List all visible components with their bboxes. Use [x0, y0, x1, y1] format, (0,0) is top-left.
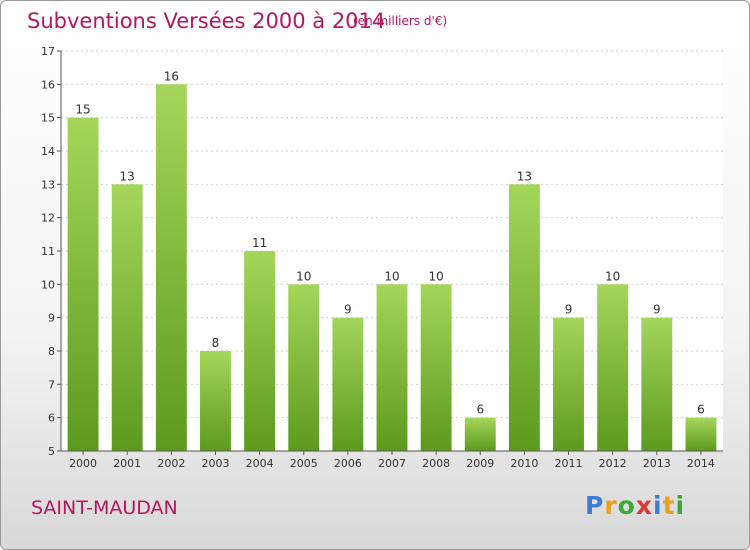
y-tick-label: 7 — [48, 378, 55, 391]
y-tick-label: 17 — [41, 45, 55, 58]
logo-letter: i — [653, 491, 663, 520]
x-tick-label: 2004 — [246, 457, 274, 470]
data-label: 11 — [252, 236, 267, 250]
data-label: 9 — [653, 303, 661, 317]
bar-2008 — [420, 284, 452, 451]
x-tick-label: 2013 — [643, 457, 671, 470]
x-tick-label: 2007 — [378, 457, 406, 470]
y-tick-label: 11 — [41, 245, 55, 258]
y-tick-label: 6 — [48, 412, 55, 425]
x-tick-label: 2000 — [69, 457, 97, 470]
logo-letter: x — [635, 491, 653, 520]
data-label: 6 — [697, 403, 705, 417]
bar-2001 — [111, 184, 143, 452]
data-label: 9 — [344, 303, 352, 317]
data-label: 9 — [565, 303, 573, 317]
data-label: 13 — [120, 169, 135, 183]
logo-letter: P — [585, 491, 605, 520]
x-tick-label: 2001 — [113, 457, 141, 470]
bar-2012 — [597, 284, 629, 451]
x-tick-label: 2011 — [555, 457, 583, 470]
bar-2007 — [376, 284, 408, 451]
axes — [57, 50, 723, 455]
x-tick-label: 2014 — [687, 457, 715, 470]
x-tick-label: 2010 — [510, 457, 538, 470]
chart-unit: (en milliers d'€) — [353, 14, 448, 28]
commune-name: SAINT-MAUDAN — [31, 497, 178, 519]
bar-2002 — [155, 84, 187, 451]
bar-2010 — [508, 184, 540, 452]
logo-letter: r — [604, 491, 618, 520]
bar-2014 — [685, 417, 717, 451]
x-tick-label: 2002 — [157, 457, 185, 470]
chart-title: Subventions Versées 2000 à 2014 — [27, 9, 386, 33]
y-tick-label: 8 — [48, 345, 55, 358]
y-tick-label: 13 — [41, 178, 55, 191]
labels: 5 6 7 8 9 10 11 12 13 14 15 16 17 15 2000 13 2001 16 2002 8… — [41, 45, 715, 470]
bar-2009 — [464, 417, 496, 451]
bar-2003 — [200, 351, 231, 451]
data-label: 10 — [296, 269, 311, 283]
data-label: 10 — [428, 269, 443, 283]
bar-2013 — [641, 317, 673, 451]
bar-2011 — [553, 317, 584, 451]
x-tick-label: 2009 — [466, 457, 494, 470]
data-label: 15 — [75, 103, 90, 117]
y-tick-label: 10 — [41, 278, 55, 291]
bar-2005 — [288, 284, 320, 451]
data-label: 16 — [164, 69, 179, 83]
data-label: 8 — [212, 336, 220, 350]
data-label: 10 — [605, 269, 620, 283]
data-label: 10 — [384, 269, 399, 283]
y-tick-label: 5 — [48, 445, 55, 458]
logo-letter: o — [617, 491, 636, 520]
x-tick-label: 2012 — [599, 457, 627, 470]
x-tick-label: 2005 — [290, 457, 318, 470]
y-tick-label: 12 — [41, 212, 55, 225]
y-tick-label: 15 — [41, 112, 55, 125]
bar-2000 — [67, 117, 99, 452]
y-tick-label: 14 — [41, 145, 55, 158]
logo-letter: t — [662, 491, 676, 520]
x-tick-label: 2003 — [201, 457, 229, 470]
proxiti-logo: Proxiti — [585, 491, 685, 520]
data-label: 6 — [476, 403, 484, 417]
logo-letter: i — [675, 491, 686, 520]
bars — [67, 84, 717, 452]
y-tick-label: 9 — [48, 312, 55, 325]
x-tick-label: 2008 — [422, 457, 450, 470]
data-label: 13 — [517, 169, 532, 183]
y-tick-label: 16 — [41, 78, 55, 91]
bar-2004 — [244, 251, 276, 451]
x-tick-label: 2006 — [334, 457, 362, 470]
bar-2006 — [332, 317, 364, 451]
